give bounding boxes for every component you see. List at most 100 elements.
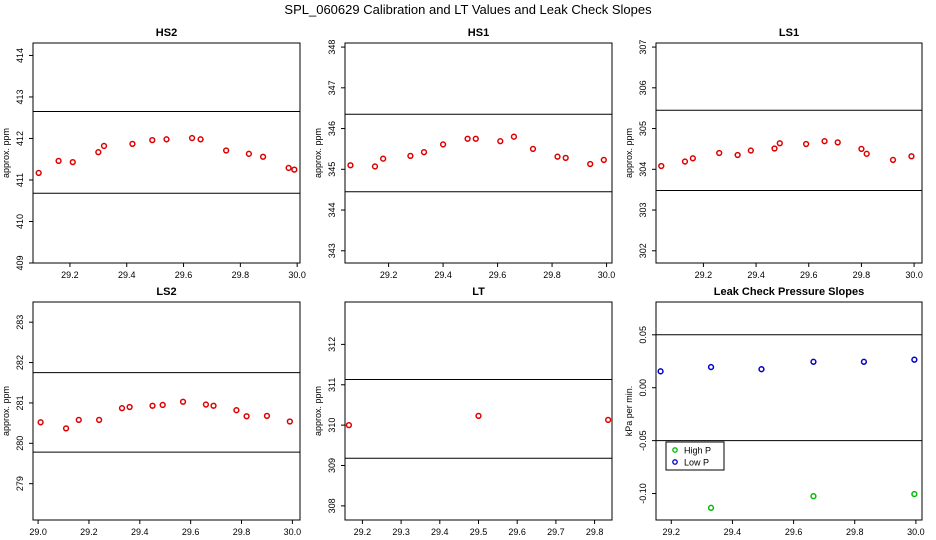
x-tick-label: 29.6 — [175, 270, 193, 280]
x-tick-label: 29.8 — [846, 527, 864, 537]
panel-leak: Leak Check Pressure Slopes kPa per min. 29… — [624, 286, 925, 537]
y-tick-label: 303 — [638, 203, 648, 218]
legend: High P Low P — [665, 441, 725, 471]
figure-title: SPL_060629 Calibration and LT Values and… — [284, 2, 652, 17]
y-tick-label: 412 — [15, 131, 25, 146]
data-point — [908, 153, 915, 160]
data-point — [75, 416, 82, 424]
panel-hs1: HS1 approx. ppm 29.2 29.4 29.6 29.8 30.0 343 344… — [313, 27, 615, 280]
data-point — [100, 142, 108, 150]
y-tick-label: 343 — [327, 243, 337, 258]
x-tick-label: 30.0 — [905, 270, 923, 280]
panel-title: HS1 — [468, 27, 489, 39]
x-tick-label: 29.2 — [695, 270, 713, 280]
plot-frame — [344, 42, 613, 264]
y-tick-label: 305 — [638, 121, 648, 136]
y-tick-label: 282 — [15, 355, 25, 370]
data-point — [734, 151, 741, 159]
y-tick-label: 348 — [327, 40, 337, 55]
data-point — [758, 366, 765, 373]
data-point — [129, 140, 136, 148]
data-point — [776, 140, 783, 147]
x-tick-label: 29.2 — [80, 527, 98, 537]
y-tick-label: 347 — [327, 80, 337, 95]
data-point — [95, 149, 102, 156]
legend-box — [665, 441, 725, 471]
y-tick-label: 304 — [638, 162, 648, 177]
data-point — [149, 136, 156, 144]
x-tick-label: 29.7 — [547, 527, 565, 537]
y-axis-label: approx. ppm — [1, 128, 11, 178]
data-point — [707, 504, 715, 511]
data-point — [159, 401, 166, 409]
data-point — [889, 156, 897, 164]
x-tick-label: 29.6 — [489, 270, 507, 280]
data-point — [69, 158, 76, 166]
y-tick-label: 308 — [327, 498, 337, 513]
data-point — [118, 405, 126, 412]
data-point — [55, 157, 62, 165]
x-tick-label: 29.8 — [232, 270, 250, 280]
y-tick-label: 306 — [638, 80, 648, 95]
plot-frame — [655, 301, 923, 521]
y-tick-label: -0.05 — [638, 430, 648, 451]
x-tick-label: 29.6 — [182, 527, 200, 537]
x-tick-label: 29.2 — [380, 270, 398, 280]
data-point — [810, 358, 817, 365]
data-point — [95, 416, 103, 424]
y-tick-label: 413 — [15, 89, 25, 104]
y-axis-label: approx. ppm — [313, 128, 323, 178]
data-point — [126, 403, 133, 411]
data-point — [222, 147, 230, 154]
x-tick-label: 29.6 — [785, 527, 803, 537]
y-tick-label: 309 — [327, 458, 337, 473]
data-point — [345, 421, 353, 429]
data-point — [911, 490, 918, 498]
x-tick-label: 29.3 — [392, 527, 410, 537]
plot-frame — [655, 42, 923, 264]
data-point — [810, 493, 817, 500]
data-point — [179, 398, 187, 405]
x-tick-label: 29.2 — [354, 527, 372, 537]
panel-title: Leak Check Pressure Slopes — [714, 286, 864, 298]
panel-hs2: HS2 approx. ppm 29.2 29.4 29.6 29.8 30.0 409 410… — [1, 27, 306, 280]
legend-label: Low P — [684, 458, 709, 468]
legend-marker — [672, 459, 678, 465]
legend-marker — [672, 447, 678, 453]
data-point — [259, 153, 267, 160]
data-point — [188, 134, 196, 142]
data-point — [681, 158, 689, 165]
data-point — [529, 145, 537, 153]
data-point — [587, 160, 594, 168]
y-axis-label: approx. ppm — [313, 386, 323, 436]
y-tick-label: 346 — [327, 121, 337, 136]
data-point — [37, 419, 44, 426]
y-tick-label: 0.05 — [638, 326, 648, 344]
x-tick-label: 29.2 — [61, 270, 79, 280]
y-tick-label: 312 — [327, 337, 337, 352]
data-point — [263, 412, 271, 419]
x-tick-label: 29.0 — [29, 527, 47, 537]
data-point — [802, 140, 810, 148]
data-point — [163, 136, 170, 143]
x-tick-label: 29.6 — [800, 270, 818, 280]
data-point — [863, 150, 870, 157]
data-point — [472, 135, 479, 142]
data-point — [657, 368, 664, 375]
data-point — [420, 149, 428, 156]
data-point — [562, 154, 569, 162]
data-point — [245, 150, 253, 157]
x-tick-label: 29.6 — [508, 527, 526, 537]
y-tick-label: 283 — [15, 315, 25, 330]
data-point — [716, 149, 723, 157]
y-tick-label: 307 — [638, 40, 648, 55]
panel-ls1: LS1 approx. ppm 29.2 29.4 29.6 29.8 30.0 302 303… — [624, 27, 923, 280]
y-tick-label: 281 — [15, 395, 25, 410]
data-point — [911, 356, 918, 363]
data-point — [233, 407, 240, 414]
data-point — [35, 169, 42, 177]
data-point — [834, 139, 841, 146]
data-point — [407, 152, 414, 160]
data-point — [554, 153, 561, 160]
data-point — [747, 147, 754, 154]
